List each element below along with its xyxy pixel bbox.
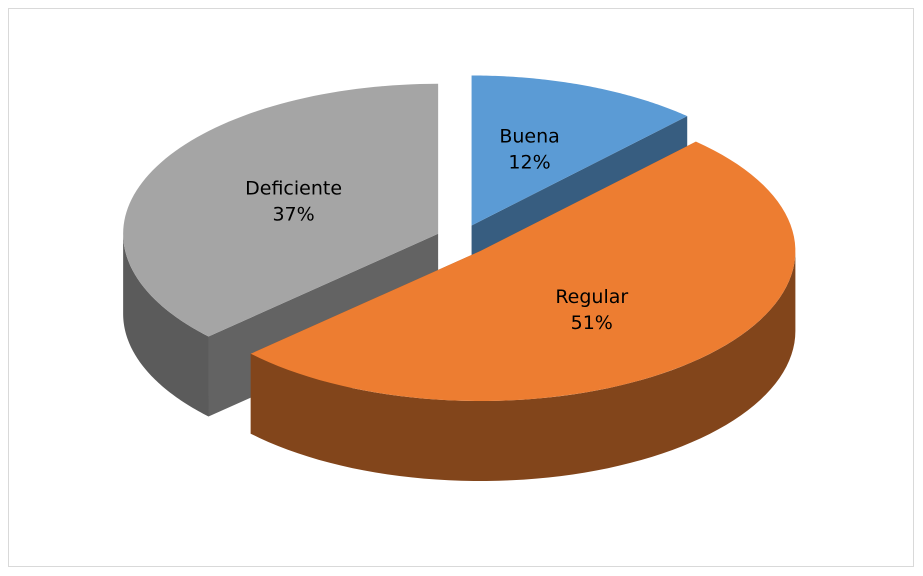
- slice-label: Buena: [499, 125, 559, 147]
- slice-wall: [123, 233, 209, 417]
- slice-value-label: 12%: [508, 151, 550, 173]
- slice-label: Deficiente: [245, 178, 342, 200]
- slice-value-label: 51%: [571, 312, 613, 334]
- slice-label: Regular: [555, 286, 628, 308]
- slice-wall: [250, 251, 796, 482]
- slice-top: [250, 141, 796, 402]
- slice-top: [123, 83, 439, 337]
- slice-value-label: 37%: [272, 204, 314, 226]
- slice: [250, 141, 796, 482]
- slice-top: [471, 75, 688, 226]
